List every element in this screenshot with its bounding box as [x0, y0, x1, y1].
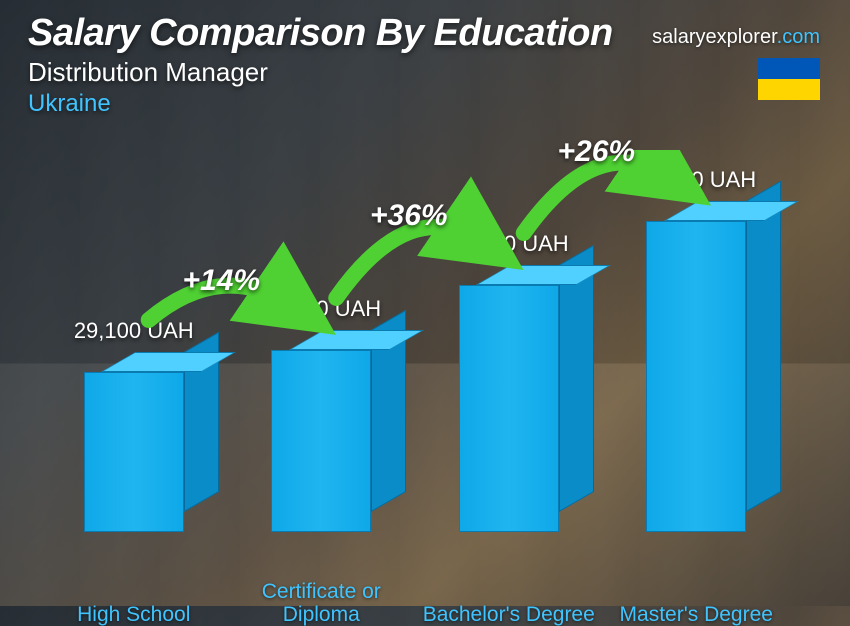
brand-name: salaryexplorer — [652, 26, 777, 48]
bar-value: 44,900 UAH — [415, 231, 603, 257]
bar-label: Bachelor's Degree — [415, 603, 603, 626]
bar-front — [646, 221, 746, 532]
bar — [271, 350, 371, 532]
brand-label: salaryexplorer.com — [652, 26, 820, 49]
subtitle: Distribution Manager — [28, 57, 830, 88]
bar-front — [271, 350, 371, 532]
increase-pct: +26% — [558, 135, 636, 169]
bar-value: 33,100 UAH — [228, 296, 416, 322]
country-label: Ukraine — [28, 90, 830, 118]
brand-tld: .com — [777, 26, 820, 48]
bar-value: 29,100 UAH — [40, 318, 228, 344]
bar-value: 56,600 UAH — [603, 167, 791, 193]
bar-side — [559, 245, 594, 512]
bar — [646, 221, 746, 532]
bar-side — [746, 181, 781, 512]
bar — [459, 285, 559, 532]
bar-label: High School — [40, 603, 228, 626]
flag-bottom — [758, 79, 820, 100]
bar-front — [84, 372, 184, 532]
bar-front — [459, 285, 559, 532]
increase-pct: +36% — [370, 199, 448, 233]
flag-top — [758, 58, 820, 79]
flag-ukraine — [758, 58, 820, 100]
bar-label: Certificate or Diploma — [228, 580, 416, 626]
salary-bar-chart: 29,100 UAHHigh School33,100 UAHCertifica… — [40, 150, 790, 578]
bar — [84, 372, 184, 532]
bar-label: Master's Degree — [603, 603, 791, 626]
increase-pct: +14% — [183, 264, 261, 298]
